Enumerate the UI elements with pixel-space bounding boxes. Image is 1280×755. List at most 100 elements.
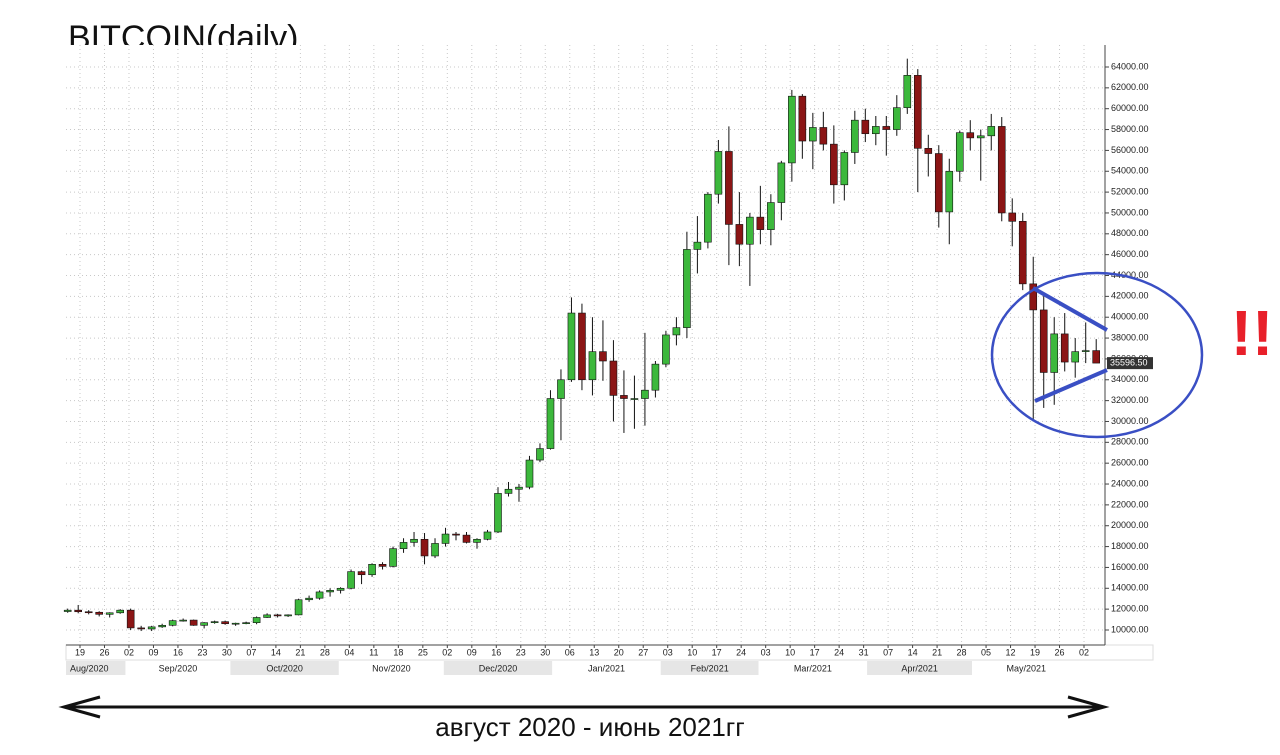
y-tick-label: 22000.00 (1111, 499, 1149, 509)
candle-body (987, 126, 996, 137)
candle-body (1060, 333, 1069, 363)
candle-body (809, 127, 817, 142)
x-tick-label: 31 (859, 647, 869, 657)
y-tick-label: 10000.00 (1111, 624, 1149, 634)
y-tick-label: 16000.00 (1111, 562, 1149, 572)
x-tick-label: 02 (442, 647, 452, 657)
x-tick-label: 09 (467, 647, 477, 657)
last-price-label: 35596.50 (1110, 358, 1148, 368)
candle-body (494, 493, 502, 533)
x-tick-label: 02 (1079, 647, 1089, 657)
candle-body (95, 611, 103, 615)
x-tick-label: 23 (516, 647, 526, 657)
candle-body (84, 611, 93, 614)
x-tick-label: 10 (687, 647, 697, 657)
candle-body (263, 614, 271, 618)
y-tick-label: 52000.00 (1111, 186, 1149, 196)
x-tick-label: 02 (124, 647, 134, 657)
month-label: Apr/2021 (901, 663, 938, 673)
x-tick-label: 21 (295, 647, 305, 657)
candle-body (641, 389, 649, 399)
candle-body (336, 587, 345, 591)
x-tick-label: 06 (565, 647, 575, 657)
x-tick-label: 07 (883, 647, 893, 657)
candle-body (137, 627, 145, 630)
candle-body (693, 241, 702, 250)
x-tick-label: 25 (418, 647, 428, 657)
month-band (552, 661, 661, 675)
x-tick-label: 19 (1030, 647, 1040, 657)
x-tick-label: 04 (344, 647, 354, 657)
candle-body (347, 571, 355, 589)
candle-body (777, 162, 786, 203)
candle-body (126, 609, 135, 629)
candle-body (536, 448, 544, 461)
y-tick-label: 30000.00 (1111, 416, 1149, 426)
candle-body (788, 95, 796, 164)
candle-body (1081, 350, 1090, 352)
month-label: Feb/2021 (691, 663, 729, 673)
candle-body (798, 95, 807, 142)
x-tick-label: 05 (981, 647, 991, 657)
candle-body (735, 224, 744, 245)
candle-body (273, 614, 282, 617)
candle-body (662, 334, 670, 365)
y-tick-label: 48000.00 (1111, 228, 1149, 238)
y-tick-label: 44000.00 (1111, 270, 1149, 280)
candle-body (462, 534, 471, 543)
candle-body (305, 597, 313, 601)
x-tick-label: 28 (320, 647, 330, 657)
month-band (972, 661, 1081, 675)
candle-body (179, 619, 187, 622)
month-label: Sep/2020 (159, 663, 198, 673)
x-tick-label: 17 (810, 647, 820, 657)
candle-body (819, 127, 828, 145)
candle-body (882, 126, 891, 130)
candle-body (326, 590, 334, 593)
candle-body (74, 609, 82, 613)
x-tick-label: 07 (246, 647, 256, 657)
candle-body (945, 170, 954, 213)
candle-body (609, 360, 618, 396)
candle-body (441, 533, 450, 544)
candle-body (620, 395, 628, 399)
candle-body (756, 216, 765, 230)
y-tick-label: 60000.00 (1111, 103, 1149, 113)
candle-body (147, 626, 156, 630)
x-tick-label: 30 (222, 647, 232, 657)
x-tick-label: 18 (393, 647, 403, 657)
x-tick-label: 16 (173, 647, 183, 657)
pattern-annotation (990, 271, 1204, 439)
candle-body (955, 132, 964, 172)
x-tick-label: 14 (271, 647, 281, 657)
candle-body (389, 548, 397, 567)
candle-body (410, 538, 418, 543)
candle-body (1071, 351, 1080, 363)
candle-body (934, 153, 943, 213)
candle-body (504, 488, 513, 494)
period-arrow (58, 695, 1110, 719)
candle-body (851, 119, 859, 153)
exclamation-annotation: !! (1231, 297, 1274, 369)
candle-body (105, 612, 114, 615)
month-label: Oct/2020 (266, 663, 303, 673)
y-tick-label: 40000.00 (1111, 312, 1149, 322)
candle-body (714, 151, 723, 195)
candle-body (588, 351, 597, 381)
candle-body (284, 614, 292, 617)
month-label: Aug/2020 (70, 663, 109, 673)
candle-body (315, 591, 324, 599)
month-label: Jan/2021 (588, 663, 625, 673)
month-label: Mar/2021 (794, 663, 832, 673)
y-tick-label: 46000.00 (1111, 249, 1149, 259)
candle-body (872, 126, 880, 135)
candle-body (1029, 283, 1038, 311)
x-tick-label: 03 (761, 647, 771, 657)
y-tick-label: 54000.00 (1111, 166, 1149, 176)
x-tick-label: 12 (1006, 647, 1016, 657)
y-tick-label: 18000.00 (1111, 541, 1149, 551)
candle-body (630, 398, 639, 400)
candle-body (210, 621, 219, 623)
y-tick-label: 58000.00 (1111, 124, 1149, 134)
candle-body (672, 327, 681, 336)
